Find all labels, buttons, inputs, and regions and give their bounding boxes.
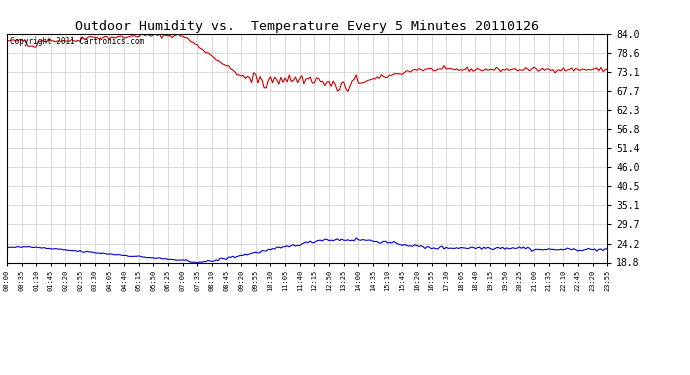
Text: Copyright 2011 Cartronics.com: Copyright 2011 Cartronics.com <box>10 37 144 46</box>
Title: Outdoor Humidity vs.  Temperature Every 5 Minutes 20110126: Outdoor Humidity vs. Temperature Every 5… <box>75 20 539 33</box>
